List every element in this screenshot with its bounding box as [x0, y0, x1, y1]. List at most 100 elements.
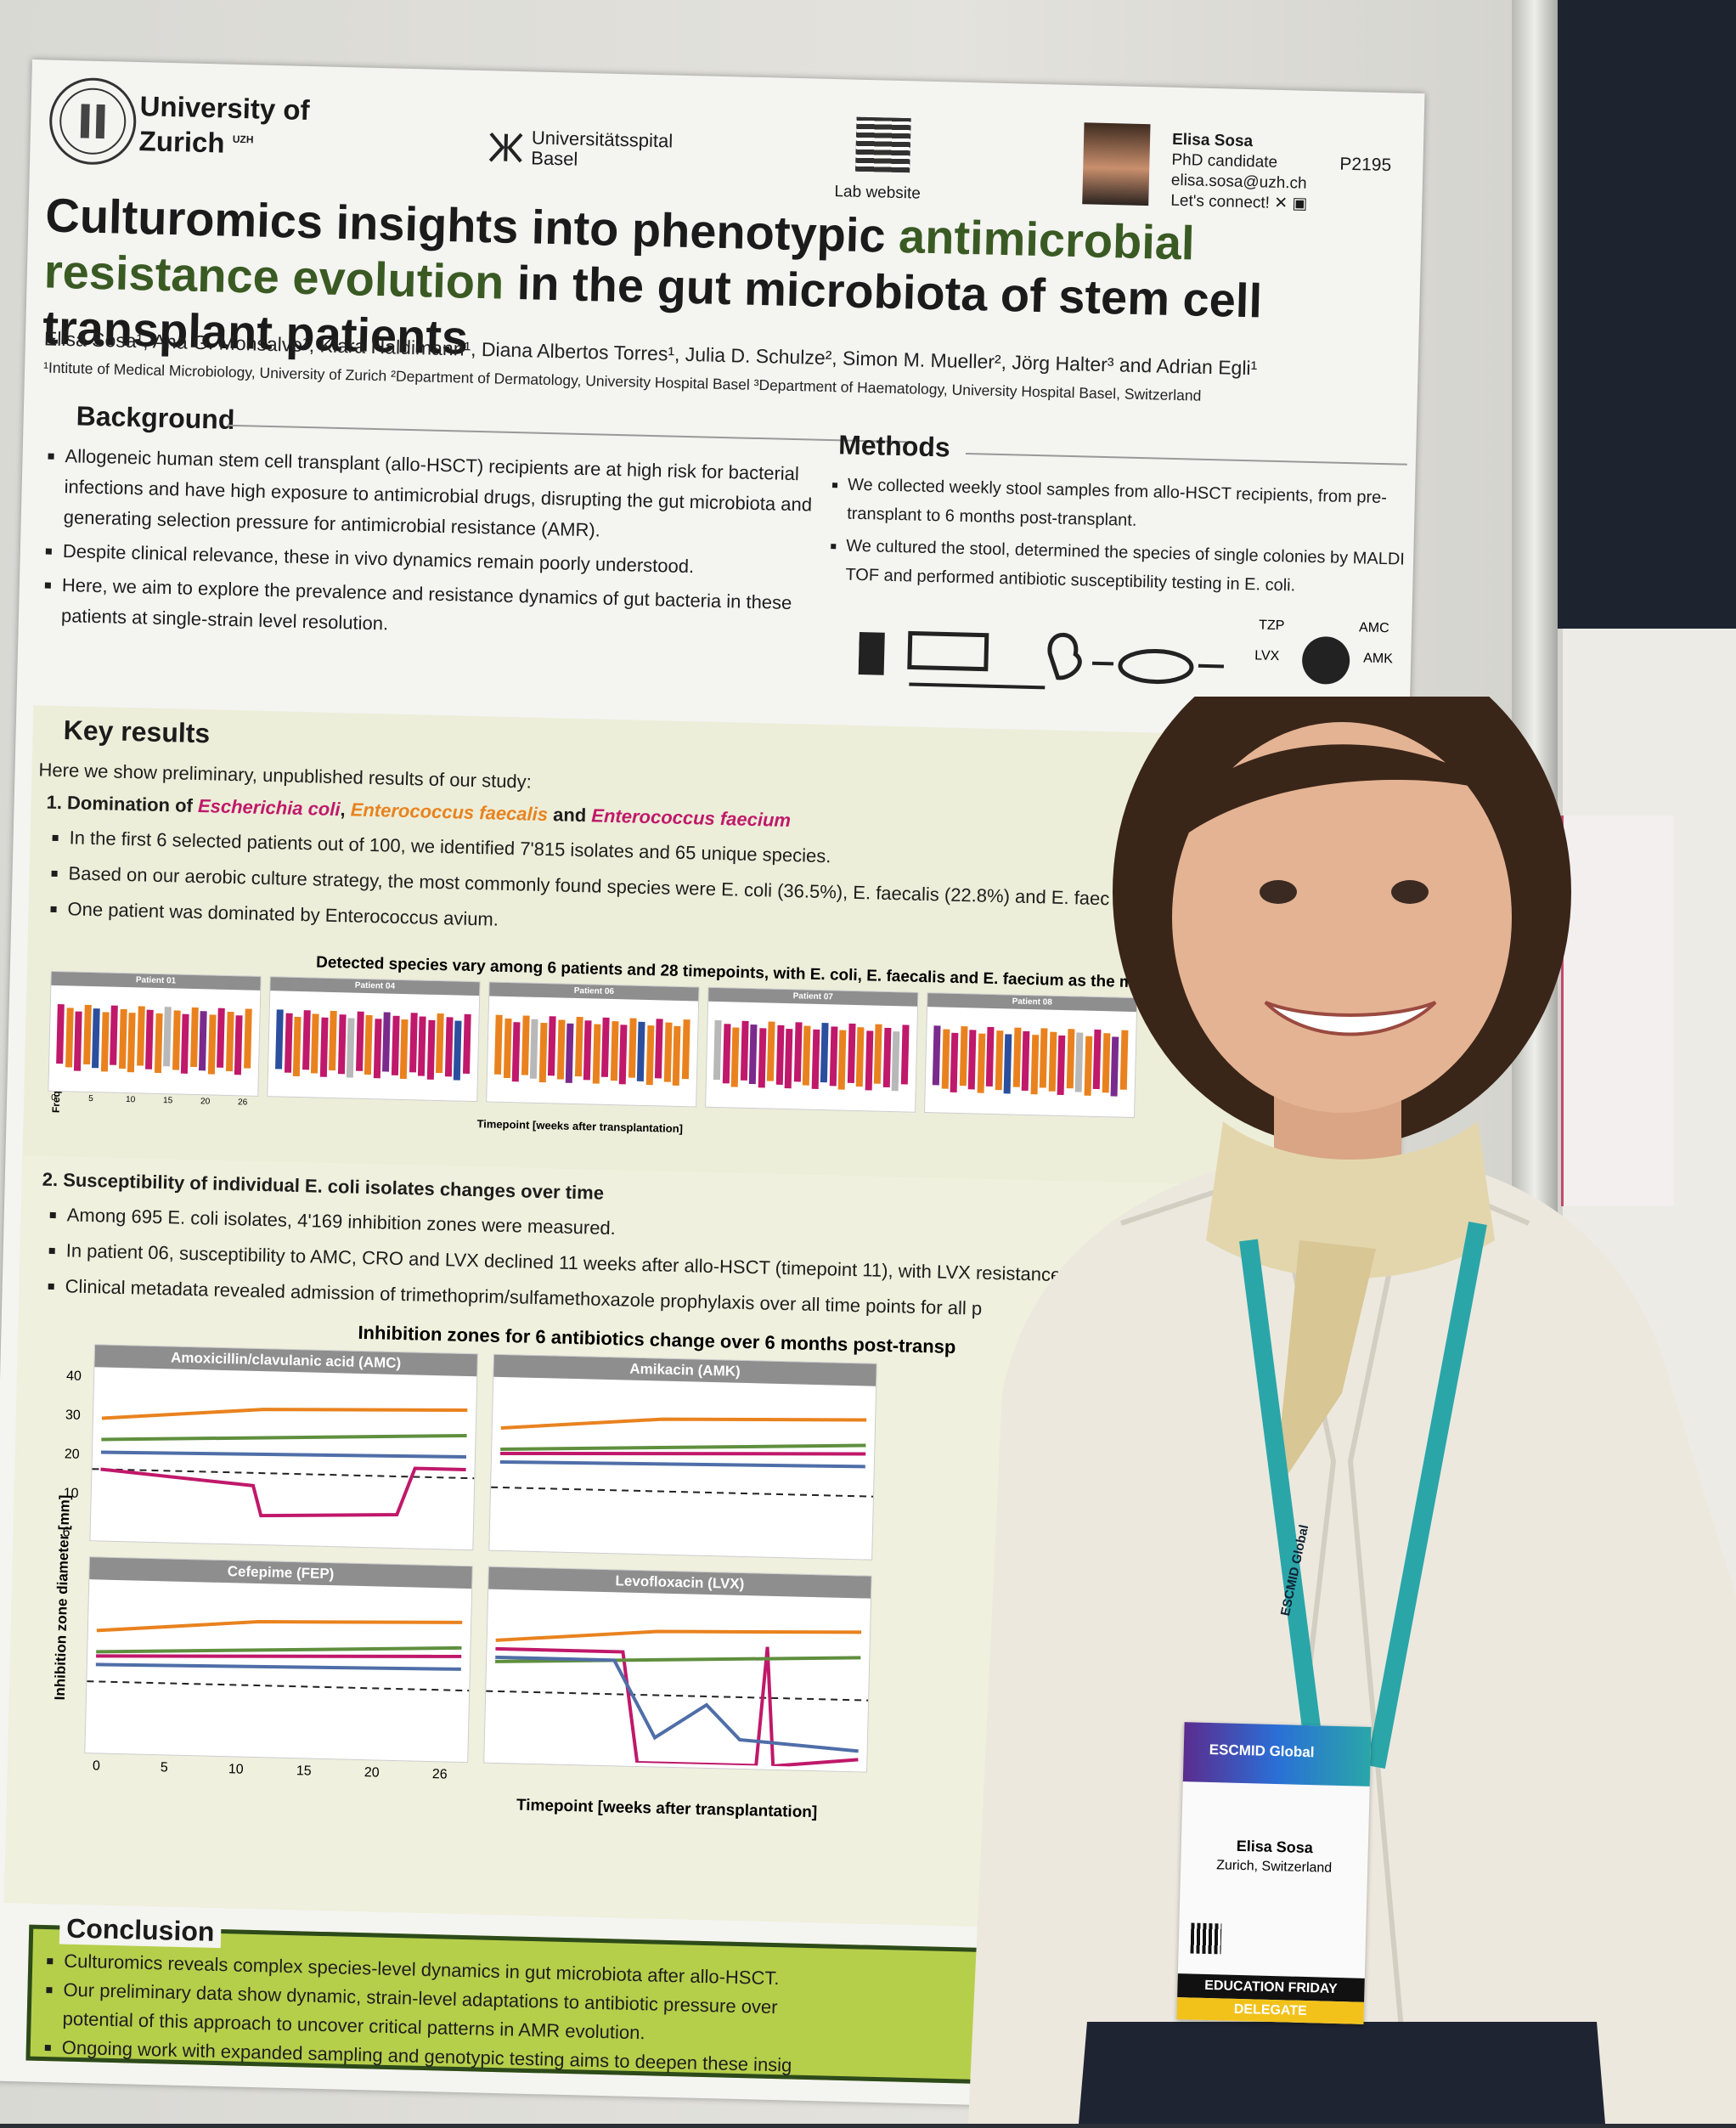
neighbor-poster: [1561, 816, 1674, 1206]
chart1-bar: [409, 1013, 418, 1073]
uzh-seal-icon: [48, 76, 138, 166]
chart1-bar: [565, 1023, 574, 1083]
chart1-bar: [337, 1014, 347, 1075]
chart1-xlabel: Timepoint [weeks after transplantation]: [476, 1117, 684, 1136]
methods-workflow-diagram: TZP AMC LVX AMK: [858, 598, 1403, 705]
series-line: [96, 1620, 463, 1633]
chart1-bar: [610, 1021, 619, 1081]
presenter-photo: [1082, 122, 1151, 206]
antibiotic-label-amk: AMK: [1363, 651, 1394, 667]
series-line: [500, 1417, 867, 1430]
poster-id: P2195: [1339, 154, 1392, 176]
chart1-bar: [511, 1022, 521, 1082]
chart1-bar: [722, 1024, 731, 1084]
chart1-tick-label: 10: [125, 1095, 136, 1105]
chart1-bar: [574, 1016, 583, 1077]
chart1-bar: [730, 1027, 740, 1087]
chart2-ytick-label: 10: [63, 1486, 79, 1501]
chart1-bar: [784, 1029, 793, 1089]
chart1-bar: [556, 1019, 566, 1080]
chart1-facet-title: Patient 04: [270, 977, 480, 996]
chart1-facet-title: Patient 01: [51, 971, 261, 991]
chart1-bar: [163, 1007, 172, 1067]
chart1-bar: [435, 1013, 444, 1074]
chart1-tick-label: 5: [87, 1093, 93, 1104]
chart1-bar: [618, 1024, 628, 1085]
chart1-bar: [793, 1022, 803, 1082]
social-icons: ✕ ▣: [1273, 194, 1308, 213]
list-item: Allogeneic human stem cell transplant (a…: [63, 441, 820, 551]
breakpoint-line: [92, 1468, 475, 1480]
badge-location: Zurich, Switzerland: [1215, 1858, 1333, 1876]
conclusion-heading: Conclusion: [59, 1912, 222, 1949]
chart1-bar: [426, 1019, 436, 1080]
chart1-bar: [92, 1008, 100, 1069]
person-illustration: [968, 637, 1736, 2125]
chart1-bar: [547, 1016, 556, 1076]
chart1-bar: [654, 1019, 663, 1079]
list-item: We collected weekly stool samples from a…: [847, 471, 1408, 542]
chart2-ytick-label: 40: [65, 1369, 82, 1384]
chart1-bar: [275, 1009, 284, 1070]
chart1-bar: [292, 1016, 302, 1077]
chart2-facet: Amikacin (AMK): [488, 1353, 877, 1561]
series-line: [100, 1466, 466, 1518]
chart2-ylabel: Inhibition zone diameter [mm]: [51, 1494, 73, 1701]
series-line: [100, 1450, 466, 1459]
chart1-facet: Patient 06: [486, 981, 700, 1108]
series-line: [95, 1662, 461, 1671]
chart1-bar: [355, 1011, 364, 1071]
chart1-bar: [373, 1019, 382, 1079]
antibiotic-label-lvx: LVX: [1254, 648, 1280, 664]
hospital-name: Universitätsspital Basel: [531, 127, 674, 170]
connect-label: Let's connect! ✕ ▣: [1170, 191, 1308, 213]
chart2-xlabel: Timepoint [weeks after transplantation]: [516, 1796, 818, 1822]
chart1-bar: [364, 1014, 373, 1075]
chart2-xtick-label: 10: [228, 1762, 244, 1777]
chart1-bar: [217, 1008, 225, 1068]
chart1-bar: [127, 1013, 136, 1073]
breakpoint-line: [486, 1690, 869, 1702]
chart1-bar: [592, 1024, 600, 1084]
hospital-logo-icon: [487, 130, 525, 165]
chart1-bar: [847, 1023, 856, 1083]
badge-header: ESCMID Global: [1182, 1722, 1372, 1787]
chart1-bar: [740, 1020, 749, 1081]
chart1-bar: [234, 1015, 243, 1075]
chart1-bar: [399, 1019, 409, 1080]
presenter-person: ESCMID Global Elisa Sosa Zurich, Switzer…: [934, 637, 1736, 2125]
chart1-bar: [73, 1011, 82, 1071]
antibiotic-label-amc: AMC: [1358, 620, 1389, 636]
conference-badge: ESCMID Global Elisa Sosa Zurich, Switzer…: [1176, 1722, 1372, 2024]
key-results-heading: Key results: [63, 714, 211, 749]
chart1-bar: [713, 1019, 722, 1081]
series-line: [500, 1451, 866, 1456]
chart1-bar: [65, 1008, 74, 1068]
chart1-bar: [663, 1022, 673, 1082]
chart1-bar: [766, 1021, 775, 1081]
chart1-bar: [493, 1014, 503, 1075]
series-line: [500, 1443, 866, 1451]
chart1-bar: [865, 1030, 873, 1091]
series-line: [96, 1654, 462, 1658]
series-line: [96, 1645, 462, 1654]
chart1-bar: [207, 1014, 217, 1075]
chart1-bar: [837, 1030, 847, 1090]
chart1-bar: [829, 1026, 837, 1087]
chart2-facet: Cefepime (FEP): [84, 1556, 473, 1764]
qr-code-icon: [855, 116, 911, 173]
lab-website-label: Lab website: [834, 183, 922, 203]
chart1-facet: Patient 07: [705, 986, 919, 1113]
series-line: [101, 1408, 468, 1420]
methods-heading: Methods: [837, 429, 951, 463]
chart1-bar: [538, 1022, 547, 1083]
chart1-bar: [284, 1013, 293, 1073]
background-bullets: Allogeneic human stem cell transplant (a…: [35, 440, 820, 652]
chart1-bar: [136, 1006, 145, 1066]
chart1-bar: [180, 1013, 189, 1074]
partition-pole: [1512, 0, 1558, 1274]
chart2-plot-area: [87, 1620, 470, 1692]
series-line: [101, 1433, 467, 1442]
series-line: [495, 1656, 861, 1663]
